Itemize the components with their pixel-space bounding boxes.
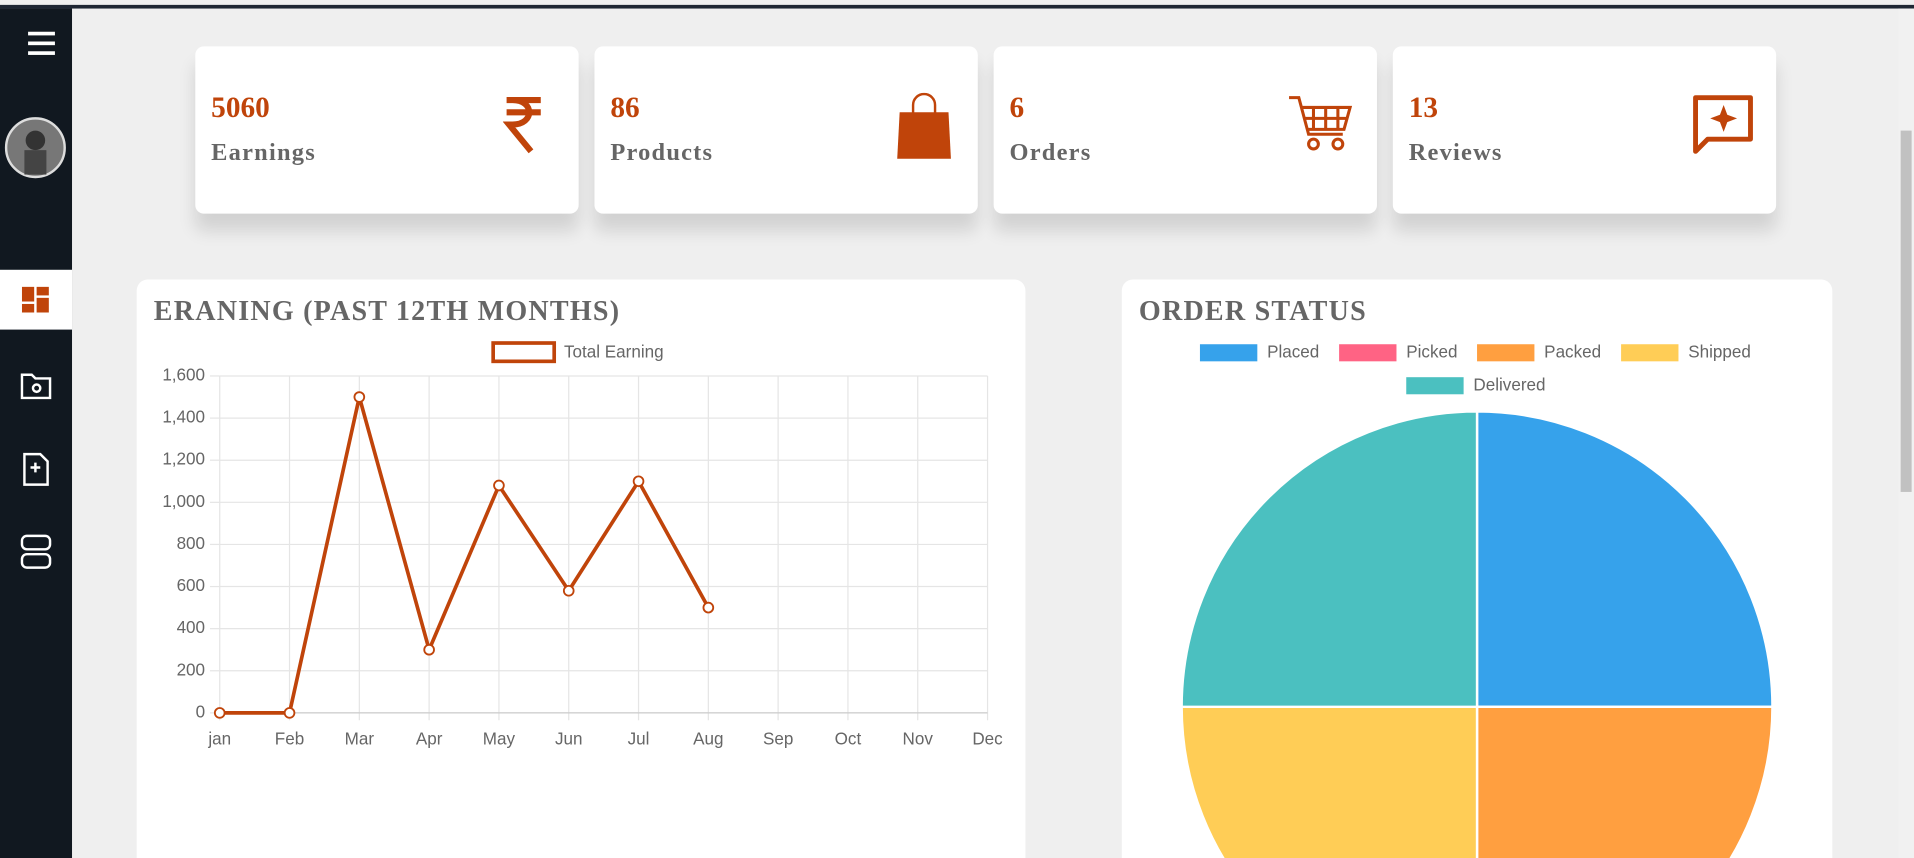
chart-title: ORDER STATUS: [1139, 296, 1367, 327]
stat-card: 86 Products: [594, 46, 978, 214]
point: [213, 707, 226, 719]
y-tick-label: 1,200: [162, 450, 205, 469]
x-tick-label: Apr: [416, 729, 443, 748]
stat-card: 5060 Earnings: [195, 46, 579, 214]
y-tick-label: 1,400: [162, 408, 205, 427]
review-icon: [1693, 95, 1753, 154]
x-tick-label: Aug: [693, 729, 723, 748]
y-tick-label: 1,600: [162, 365, 205, 384]
legend-swatch: [1199, 344, 1258, 362]
stat-label: Earnings: [211, 139, 316, 167]
x-tick-label: jan: [207, 729, 231, 748]
pie-slice: [1180, 705, 1479, 858]
stat-label: Reviews: [1408, 139, 1503, 167]
sidebar: [0, 8, 73, 858]
y-tick-label: 1,000: [162, 492, 205, 511]
legend-swatch: [1339, 344, 1397, 362]
y-tick-label: 400: [177, 618, 206, 637]
x-tick-label: May: [483, 729, 516, 748]
y-tick-label: 800: [177, 534, 206, 553]
x-tick-label: Jun: [555, 729, 583, 748]
sidebar-icons: [0, 31, 73, 569]
stat-card: 6 Orders: [993, 46, 1377, 214]
x-tick-label: Nov: [903, 729, 934, 748]
dashboard-nav[interactable]: [0, 269, 73, 330]
legend-swatch: [1621, 344, 1679, 362]
legend-label: Shipped: [1688, 342, 1751, 361]
pie-slice: [1180, 410, 1479, 709]
stat-card: 13 Reviews: [1392, 46, 1777, 214]
stat-value: 5060: [211, 92, 270, 125]
point: [493, 479, 505, 492]
cart-icon: [1289, 96, 1353, 151]
scrollbar[interactable]: [1898, 8, 1914, 858]
legend-label: Placed: [1267, 342, 1319, 361]
legend-swatch: [491, 341, 557, 364]
legend-swatch: [1477, 344, 1535, 362]
y-tick-label: 600: [177, 576, 206, 595]
stat-label: Products: [610, 139, 714, 167]
stat-value: 13: [1408, 92, 1438, 125]
x-tick-label: Dec: [972, 729, 1003, 748]
rupee-icon: [502, 97, 541, 154]
x-tick-label: Oct: [835, 729, 862, 748]
point: [562, 584, 575, 597]
legend-swatch: [1406, 377, 1464, 395]
bag-icon: [897, 92, 951, 159]
point: [283, 707, 296, 719]
nav-icons[interactable]: [20, 373, 52, 569]
x-tick-label: Jul: [628, 729, 650, 748]
x-tick-label: Feb: [275, 729, 304, 748]
legend-label: Delivered: [1473, 375, 1545, 394]
y-tick-label: 200: [177, 660, 206, 679]
legend-label: Packed: [1544, 342, 1601, 361]
pie-slice: [1475, 410, 1774, 709]
pie-slice: [1475, 705, 1774, 858]
line-series: [219, 395, 710, 715]
point: [423, 643, 435, 656]
stat-value: 86: [610, 92, 640, 125]
stat-value: 6: [1009, 92, 1025, 125]
x-tick-label: Sep: [763, 729, 793, 748]
x-tick-label: Mar: [345, 729, 375, 748]
menu-icon[interactable]: [28, 31, 55, 55]
stat-label: Orders: [1009, 139, 1092, 167]
legend-label: Total Earning: [564, 342, 664, 361]
chart-title: ERANING (PAST 12TH MONTHS): [154, 296, 621, 327]
top-bar: [0, 4, 1914, 9]
y-tick-label: 0: [196, 702, 206, 721]
point: [702, 601, 715, 614]
point: [353, 391, 366, 403]
legend-label: Picked: [1406, 342, 1457, 361]
point: [632, 475, 645, 488]
